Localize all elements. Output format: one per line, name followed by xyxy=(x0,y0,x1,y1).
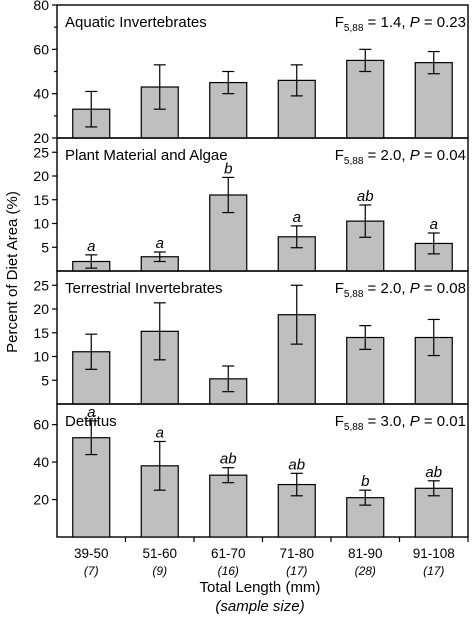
x-category-label: 71-80 xyxy=(279,546,314,561)
significance-letter: a xyxy=(293,209,301,226)
significance-letter: a xyxy=(156,424,164,441)
significance-letter: a xyxy=(87,404,95,421)
sample-size-label: (17) xyxy=(286,564,307,578)
bar xyxy=(209,474,248,538)
y-tick-label: 20 xyxy=(33,130,49,146)
significance-letter: b xyxy=(361,473,369,490)
x-category-label: 61-70 xyxy=(211,546,246,561)
significance-letter: ab xyxy=(220,451,237,468)
panel-title: Plant Material and Algae xyxy=(65,147,228,164)
y-tick-label: 25 xyxy=(33,277,49,293)
x-category-label: 91-108 xyxy=(413,546,455,561)
x-category-label: 39-50 xyxy=(74,546,109,561)
x-axis-subtitle: (sample size) xyxy=(215,598,304,615)
panel-title: Terrestrial Invertebrates xyxy=(65,280,223,297)
x-axis-title: Total Length (mm) xyxy=(200,579,321,596)
y-tick-label: 60 xyxy=(33,417,49,433)
x-category-label: 51-60 xyxy=(142,546,177,561)
sample-size-label: (16) xyxy=(218,564,239,578)
significance-letter: a xyxy=(156,235,164,252)
y-tick-label: 20 xyxy=(33,168,49,184)
y-tick-label: 80 xyxy=(33,0,49,13)
significance-letter: ab xyxy=(425,464,442,481)
panel-title: Aquatic Invertebrates xyxy=(65,14,207,31)
y-tick-label: 25 xyxy=(33,144,49,160)
significance-letter: a xyxy=(430,216,438,233)
y-tick-label: 5 xyxy=(41,239,49,255)
significance-letter: ab xyxy=(288,456,305,473)
sample-size-label: (17) xyxy=(423,564,444,578)
bar xyxy=(346,59,385,139)
significance-letter: b xyxy=(224,160,232,177)
y-tick-label: 5 xyxy=(41,372,49,388)
y-axis-title: Percent of Diet Area (%) xyxy=(4,191,21,353)
bar xyxy=(72,437,111,538)
y-tick-label: 10 xyxy=(33,349,49,365)
significance-letter: a xyxy=(87,238,95,255)
panel-statistic: F5,88 = 3.0, P = 0.01 xyxy=(335,413,466,433)
bar xyxy=(414,487,453,538)
y-tick-label: 10 xyxy=(33,216,49,232)
y-tick-label: 15 xyxy=(33,192,49,208)
y-tick-label: 40 xyxy=(33,454,49,470)
y-tick-label: 60 xyxy=(33,41,49,57)
panel-statistic: F5,88 = 2.0, P = 0.08 xyxy=(335,280,466,300)
sample-size-label: (9) xyxy=(152,564,167,578)
significance-letter: ab xyxy=(357,188,374,205)
y-tick-label: 20 xyxy=(33,301,49,317)
y-tick-label: 40 xyxy=(33,86,49,102)
y-tick-label: 20 xyxy=(33,492,49,508)
y-tick-label: 15 xyxy=(33,325,49,341)
sample-size-label: (28) xyxy=(355,564,376,578)
sample-size-label: (7) xyxy=(84,564,99,578)
panel-statistic: F5,88 = 1.4, P = 0.23 xyxy=(335,14,466,34)
x-category-label: 81-90 xyxy=(348,546,383,561)
bar xyxy=(346,497,385,538)
panel-statistic: F5,88 = 2.0, P = 0.04 xyxy=(335,147,466,167)
chart-panels: Aquatic Invertebrates F5,88 = 1.4, P = 0.… xyxy=(33,0,469,578)
